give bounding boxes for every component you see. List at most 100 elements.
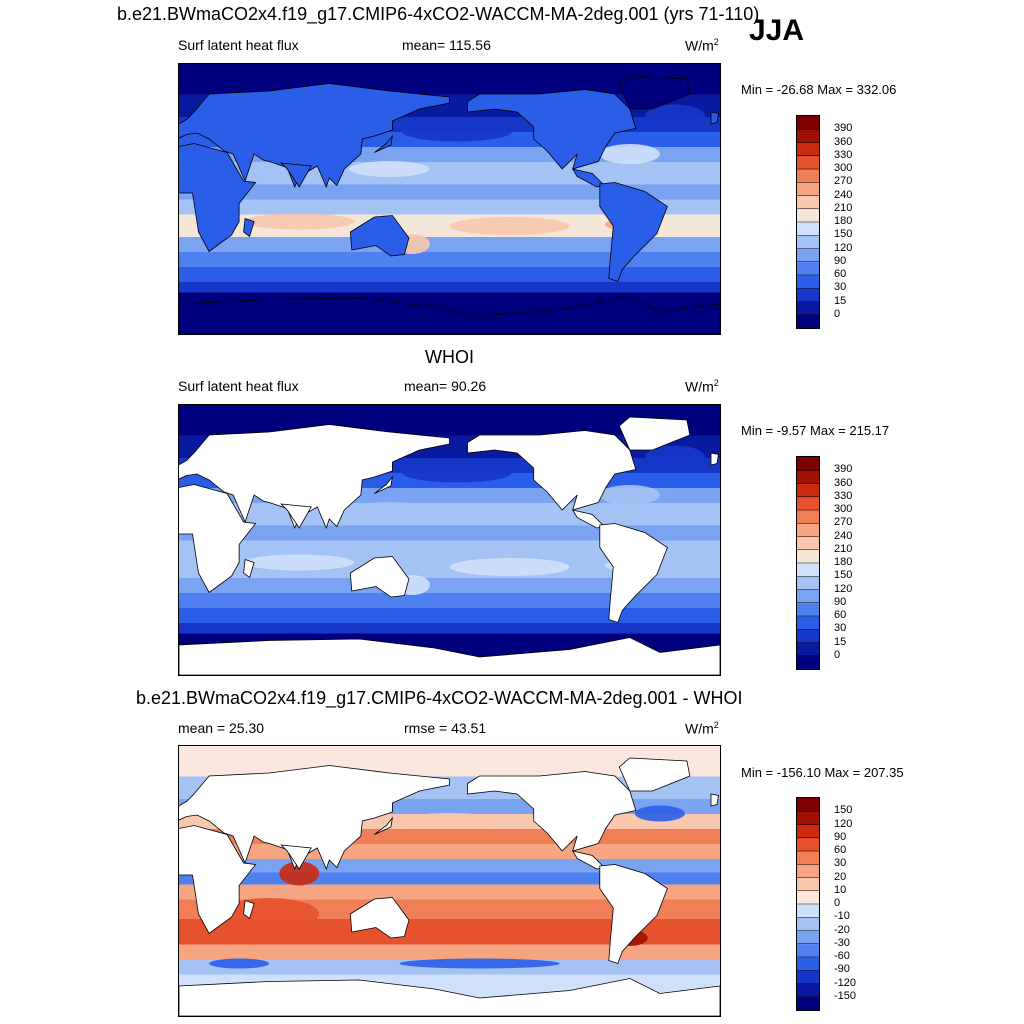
field-patch — [402, 462, 513, 483]
panel1-map-svg — [179, 64, 720, 334]
field-patch — [349, 502, 430, 518]
colorbar-swatch — [797, 602, 819, 617]
colorbar-swatch — [797, 616, 819, 630]
field-patch — [279, 861, 320, 886]
colorbar-tick-label: 150 — [834, 804, 853, 817]
continent-outline-namerica — [467, 89, 637, 170]
colorbar-tick-label: 360 — [834, 135, 853, 148]
colorbar-tick-label: 120 — [834, 241, 853, 254]
colorbar-tick-label: 270 — [834, 516, 853, 529]
colorbar-swatch — [797, 917, 819, 931]
field-patch — [449, 558, 570, 576]
colorbar-swatch — [797, 288, 819, 302]
colorbar-swatch — [797, 864, 819, 878]
field-patch — [599, 144, 660, 164]
colorbar-swatch — [797, 549, 819, 564]
colorbar-swatch — [797, 182, 819, 196]
colorbar-tick-label: 240 — [834, 529, 853, 542]
colorbar-tick-label: 15 — [834, 635, 847, 648]
panel2-mean: mean= 90.26 — [404, 378, 487, 394]
panel2-colorbar — [796, 456, 820, 670]
field-band — [179, 236, 720, 252]
colorbar-swatch — [797, 629, 819, 643]
field-band — [179, 843, 720, 859]
continent-outline-australia — [349, 215, 410, 257]
continent-outline-india — [280, 503, 312, 529]
colorbar-swatch — [797, 248, 819, 263]
continent-outline-samerica — [599, 182, 668, 283]
panel3-title: b.e21.BWmaCO2x4.f19_g17.CMIP6-4xCO2-WACC… — [136, 688, 743, 708]
colorbar-swatch — [797, 142, 819, 157]
colorbar-swatch — [797, 983, 819, 998]
field-band — [179, 525, 720, 541]
field-patch — [402, 121, 513, 142]
colorbar-tick-label: 30 — [834, 281, 847, 294]
colorbar-swatch — [797, 195, 819, 210]
colorbar-tick-label: 30 — [834, 622, 847, 635]
continent-outline-uk — [710, 111, 719, 125]
colorbar-swatch — [797, 904, 819, 918]
continent-outline-eurasia — [179, 765, 450, 871]
colorbar-tick-label: -20 — [834, 923, 850, 936]
colorbar-tick-label: -120 — [834, 976, 857, 989]
colorbar-swatch — [797, 943, 819, 958]
panel1-map — [178, 63, 721, 335]
colorbar-tick-label: 0 — [834, 897, 841, 909]
field-patch — [349, 161, 430, 177]
colorbar-swatch — [797, 510, 819, 524]
panel3-colorbar — [796, 797, 820, 1011]
colorbar-swatch — [797, 169, 819, 183]
panel3-map — [178, 745, 721, 1017]
colorbar-swatch — [797, 457, 819, 471]
colorbar-swatch — [797, 957, 819, 971]
continent-outline-uk — [710, 452, 719, 466]
field-band — [179, 858, 720, 873]
colorbar-swatch — [797, 275, 819, 289]
colorbar-tick-label: -150 — [834, 989, 857, 1002]
field-band — [179, 266, 720, 282]
colorbar-swatch — [797, 261, 819, 276]
colorbar-tick-label: 0 — [834, 307, 841, 320]
colorbar-tick-label: 30 — [834, 857, 847, 870]
colorbar-tick-label: 300 — [834, 503, 853, 515]
continent-outline-madagascar — [243, 558, 255, 579]
colorbar-tick-label: 390 — [834, 463, 853, 476]
colorbar-swatch — [797, 536, 819, 551]
colorbar-tick-label: 60 — [834, 268, 847, 280]
field-patch — [644, 445, 705, 470]
colorbar-swatch — [797, 116, 819, 130]
colorbar-swatch — [797, 877, 819, 892]
panel2-map-svg — [179, 405, 720, 675]
field-band — [179, 184, 720, 200]
colorbar-tick-label: 210 — [834, 201, 853, 214]
continent-outline-japan — [374, 816, 394, 835]
continent-outline-eurasia — [179, 83, 450, 189]
colorbar-swatch — [797, 314, 819, 328]
colorbar-swatch — [797, 589, 819, 604]
colorbar-swatch — [797, 208, 819, 223]
colorbar-tick-label: 10 — [834, 883, 847, 896]
colorbar-swatch — [797, 563, 819, 577]
continent-outline-samerica — [599, 864, 668, 965]
continent-outline-india — [280, 162, 312, 188]
continent-outline-antarctica — [179, 637, 720, 675]
colorbar-swatch — [797, 996, 819, 1010]
continent-outline-africa — [179, 484, 257, 594]
colorbar-tick-label: -30 — [834, 936, 850, 949]
colorbar-swatch — [797, 798, 819, 812]
continent-outline-australia — [349, 897, 410, 939]
colorbar-tick-label: 300 — [834, 162, 853, 174]
colorbar-tick-label: 270 — [834, 175, 853, 188]
colorbar-tick-label: 60 — [834, 844, 847, 856]
field-patch — [209, 958, 270, 969]
continent-outline-antarctica — [179, 978, 720, 1016]
colorbar-swatch — [797, 837, 819, 852]
panel2-colorbar-svg — [797, 457, 819, 669]
field-patch — [449, 217, 570, 235]
colorbar-swatch — [797, 483, 819, 498]
continent-outline-japan — [374, 475, 394, 494]
panel2-minmax: Min = -9.57 Max = 215.17 — [741, 423, 890, 438]
colorbar-swatch — [797, 496, 819, 511]
continent-outline-eurasia — [179, 424, 450, 530]
field-band — [179, 251, 720, 267]
